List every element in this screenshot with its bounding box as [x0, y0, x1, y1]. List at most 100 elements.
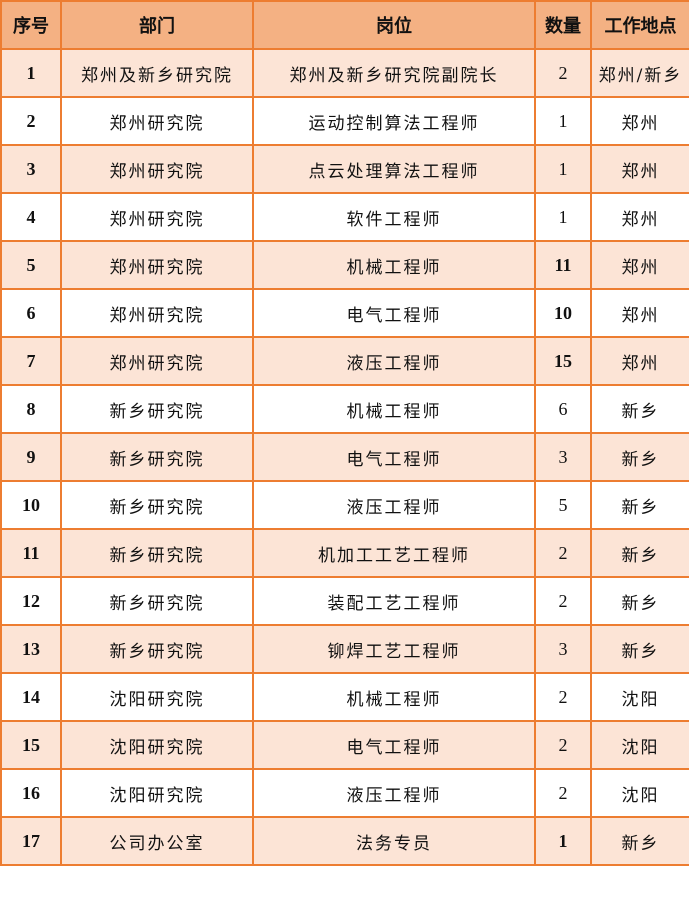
row-number: 16 [0, 768, 62, 818]
row-number: 13 [0, 624, 62, 674]
location-cell: 郑州 [590, 240, 689, 290]
location-cell: 郑州/新乡 [590, 48, 689, 98]
location-cell: 郑州 [590, 144, 689, 194]
row-number: 3 [0, 144, 62, 194]
position-cell: 电气工程师 [252, 432, 536, 482]
location-cell: 郑州 [590, 192, 689, 242]
table-row: 1 郑州及新乡研究院 郑州及新乡研究院副院长 2 郑州/新乡 [0, 48, 689, 98]
table-row: 4 郑州研究院 软件工程师 1 郑州 [0, 192, 689, 242]
count-cell: 3 [534, 432, 592, 482]
location-cell: 郑州 [590, 288, 689, 338]
table-row: 9 新乡研究院 电气工程师 3 新乡 [0, 432, 689, 482]
table-row: 2 郑州研究院 运动控制算法工程师 1 郑州 [0, 96, 689, 146]
department-cell: 新乡研究院 [60, 624, 254, 674]
position-cell: 法务专员 [252, 816, 536, 866]
row-number: 2 [0, 96, 62, 146]
count-cell: 6 [534, 384, 592, 434]
position-cell: 电气工程师 [252, 720, 536, 770]
table-row: 6 郑州研究院 电气工程师 10 郑州 [0, 288, 689, 338]
position-cell: 点云处理算法工程师 [252, 144, 536, 194]
department-cell: 公司办公室 [60, 816, 254, 866]
count-cell: 2 [534, 576, 592, 626]
table-row: 8 新乡研究院 机械工程师 6 新乡 [0, 384, 689, 434]
position-cell: 郑州及新乡研究院副院长 [252, 48, 536, 98]
location-cell: 新乡 [590, 576, 689, 626]
count-cell: 2 [534, 768, 592, 818]
position-cell: 液压工程师 [252, 768, 536, 818]
department-cell: 郑州及新乡研究院 [60, 48, 254, 98]
department-cell: 新乡研究院 [60, 576, 254, 626]
location-cell: 沈阳 [590, 672, 689, 722]
department-cell: 沈阳研究院 [60, 720, 254, 770]
count-cell: 10 [534, 288, 592, 338]
count-cell: 1 [534, 144, 592, 194]
row-number: 7 [0, 336, 62, 386]
location-cell: 郑州 [590, 96, 689, 146]
table-row: 16 沈阳研究院 液压工程师 2 沈阳 [0, 768, 689, 818]
position-cell: 运动控制算法工程师 [252, 96, 536, 146]
count-cell: 1 [534, 816, 592, 866]
department-cell: 郑州研究院 [60, 288, 254, 338]
table-row: 15 沈阳研究院 电气工程师 2 沈阳 [0, 720, 689, 770]
department-cell: 郑州研究院 [60, 336, 254, 386]
row-number: 6 [0, 288, 62, 338]
position-cell: 软件工程师 [252, 192, 536, 242]
position-cell: 装配工艺工程师 [252, 576, 536, 626]
table-row: 13 新乡研究院 铆焊工艺工程师 3 新乡 [0, 624, 689, 674]
row-number: 14 [0, 672, 62, 722]
location-cell: 沈阳 [590, 768, 689, 818]
header-count: 数量 [534, 0, 592, 50]
table-row: 7 郑州研究院 液压工程师 15 郑州 [0, 336, 689, 386]
position-cell: 电气工程师 [252, 288, 536, 338]
table-row: 10 新乡研究院 液压工程师 5 新乡 [0, 480, 689, 530]
row-number: 8 [0, 384, 62, 434]
count-cell: 1 [534, 96, 592, 146]
header-position: 岗位 [252, 0, 536, 50]
location-cell: 新乡 [590, 528, 689, 578]
department-cell: 新乡研究院 [60, 480, 254, 530]
count-cell: 2 [534, 48, 592, 98]
table-row: 11 新乡研究院 机加工工艺工程师 2 新乡 [0, 528, 689, 578]
row-number: 11 [0, 528, 62, 578]
department-cell: 新乡研究院 [60, 432, 254, 482]
table-row: 3 郑州研究院 点云处理算法工程师 1 郑州 [0, 144, 689, 194]
department-cell: 郑州研究院 [60, 240, 254, 290]
department-cell: 郑州研究院 [60, 144, 254, 194]
job-openings-table: 序号 部门 岗位 数量 工作地点 1 郑州及新乡研究院 郑州及新乡研究院副院长 2 郑州… [0, 0, 689, 866]
position-cell: 液压工程师 [252, 480, 536, 530]
header-location: 工作地点 [590, 0, 689, 50]
count-cell: 2 [534, 528, 592, 578]
count-cell: 5 [534, 480, 592, 530]
department-cell: 新乡研究院 [60, 528, 254, 578]
location-cell: 新乡 [590, 384, 689, 434]
row-number: 9 [0, 432, 62, 482]
table-row: 5 郑州研究院 机械工程师 11 郑州 [0, 240, 689, 290]
department-cell: 郑州研究院 [60, 96, 254, 146]
row-number: 17 [0, 816, 62, 866]
position-cell: 机械工程师 [252, 672, 536, 722]
row-number: 15 [0, 720, 62, 770]
department-cell: 沈阳研究院 [60, 768, 254, 818]
count-cell: 2 [534, 672, 592, 722]
row-number: 5 [0, 240, 62, 290]
position-cell: 液压工程师 [252, 336, 536, 386]
location-cell: 沈阳 [590, 720, 689, 770]
position-cell: 机加工工艺工程师 [252, 528, 536, 578]
position-cell: 机械工程师 [252, 240, 536, 290]
header-dept: 部门 [60, 0, 254, 50]
count-cell: 1 [534, 192, 592, 242]
table-row: 14 沈阳研究院 机械工程师 2 沈阳 [0, 672, 689, 722]
location-cell: 新乡 [590, 480, 689, 530]
table-row: 12 新乡研究院 装配工艺工程师 2 新乡 [0, 576, 689, 626]
count-cell: 2 [534, 720, 592, 770]
location-cell: 郑州 [590, 336, 689, 386]
header-row: 序号 部门 岗位 数量 工作地点 [0, 0, 689, 50]
department-cell: 沈阳研究院 [60, 672, 254, 722]
department-cell: 郑州研究院 [60, 192, 254, 242]
count-cell: 15 [534, 336, 592, 386]
table-row: 17 公司办公室 法务专员 1 新乡 [0, 816, 689, 866]
count-cell: 11 [534, 240, 592, 290]
row-number: 10 [0, 480, 62, 530]
department-cell: 新乡研究院 [60, 384, 254, 434]
row-number: 1 [0, 48, 62, 98]
